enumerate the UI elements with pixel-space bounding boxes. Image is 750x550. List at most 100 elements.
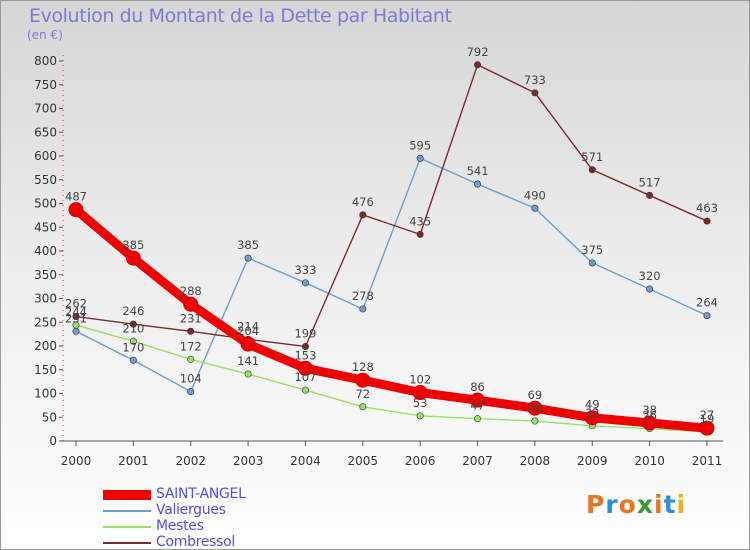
data-labels: 2311701043853332785955414903753202642442… (65, 45, 718, 426)
data-point (72, 321, 80, 329)
x-tick-label: 2006 (405, 454, 436, 468)
data-point (646, 191, 654, 199)
data-point (699, 420, 715, 436)
data-point (240, 336, 256, 352)
data-label: 49 (585, 398, 600, 412)
data-label: 210 (122, 321, 144, 335)
data-point (588, 259, 596, 267)
logo-letter: x (636, 490, 654, 519)
data-point (703, 217, 711, 225)
legend-swatch (103, 542, 151, 544)
x-tick-label: 2005 (348, 454, 379, 468)
data-label: 19 (700, 412, 715, 426)
legend-label: SAINT-ANGEL (156, 486, 246, 502)
data-label: 231 (180, 311, 202, 325)
data-point (531, 204, 539, 212)
data-label: 278 (352, 289, 374, 303)
data-point (416, 412, 424, 420)
series-points (68, 61, 715, 436)
logo-letter: i (676, 490, 687, 519)
data-point (301, 279, 309, 287)
axes: 0 50 100 150 200 250 300 350 400 450 500 550 600 650 7… (34, 54, 723, 468)
data-point (301, 342, 309, 350)
data-label: 153 (294, 348, 316, 362)
data-label: 102 (409, 373, 431, 387)
data-point (187, 355, 195, 363)
data-label: 733 (524, 73, 546, 87)
legend-swatch (103, 490, 151, 500)
data-label: 262 (65, 297, 87, 311)
y-tick-label: 50 (42, 410, 57, 424)
data-label: 375 (581, 243, 603, 257)
y-tick-label: 150 (34, 363, 57, 377)
data-point (355, 372, 371, 388)
data-label: 792 (467, 45, 489, 59)
data-point (301, 386, 309, 394)
data-label: 595 (409, 138, 431, 152)
data-label: 487 (65, 190, 87, 204)
series-line (71, 205, 712, 433)
data-point (244, 370, 252, 378)
data-label: 42 (528, 401, 543, 415)
legend-swatch (103, 510, 151, 512)
y-tick-label: 700 (34, 102, 57, 116)
data-label: 199 (294, 326, 316, 340)
data-label: 333 (294, 263, 316, 277)
data-label: 435 (409, 214, 431, 228)
logo-letter: r (605, 490, 619, 519)
data-label: 385 (122, 238, 144, 252)
proxiti-logo: Proxiti (586, 490, 686, 519)
legend-label: Mestes (156, 518, 204, 534)
data-label: 32 (585, 406, 600, 420)
y-tick-label: 0 (49, 434, 57, 448)
data-point (183, 296, 199, 312)
y-tick-label: 800 (34, 54, 57, 68)
data-label: 170 (122, 340, 144, 354)
data-point (416, 230, 424, 238)
data-label: 47 (470, 399, 485, 413)
data-label: 26 (642, 409, 657, 423)
data-point (297, 360, 313, 376)
data-point (703, 312, 711, 320)
data-point (474, 180, 482, 188)
legend-swatch (103, 526, 151, 528)
data-label: 231 (65, 311, 87, 325)
data-label: 288 (180, 284, 202, 298)
x-tick-label: 2000 (61, 454, 92, 468)
y-tick-label: 400 (34, 244, 57, 258)
data-point (129, 337, 137, 345)
data-point (412, 385, 428, 401)
series-line (75, 324, 708, 433)
y-tick-label: 200 (34, 339, 57, 353)
x-tick-label: 2007 (462, 454, 493, 468)
data-label: 69 (528, 388, 543, 402)
data-point (527, 400, 543, 416)
data-label: 320 (639, 269, 661, 283)
y-tick-label: 550 (34, 173, 57, 187)
x-tick-label: 2003 (233, 454, 264, 468)
data-point (72, 313, 80, 321)
data-point (474, 61, 482, 69)
y-tick-label: 300 (34, 292, 57, 306)
y-tick-label: 100 (34, 387, 57, 401)
y-tick-label: 350 (34, 268, 57, 282)
data-label: 385 (237, 238, 259, 252)
logo-letter: i (654, 490, 664, 519)
data-point (584, 410, 600, 426)
data-point (359, 403, 367, 411)
data-point (129, 356, 137, 364)
data-label: 128 (352, 360, 374, 374)
data-label: 476 (352, 195, 374, 209)
chart-title: Evolution du Montant de la Dette par Hab… (29, 5, 452, 27)
data-point (187, 388, 195, 396)
data-label: 172 (180, 339, 202, 353)
x-tick-label: 2008 (520, 454, 551, 468)
data-label: 204 (237, 324, 259, 338)
data-label: 214 (237, 319, 259, 333)
logo-letter: P (586, 490, 606, 519)
y-tick-label: 650 (34, 125, 57, 139)
data-label: 38 (642, 403, 657, 417)
data-point (359, 305, 367, 313)
data-point (68, 202, 84, 218)
